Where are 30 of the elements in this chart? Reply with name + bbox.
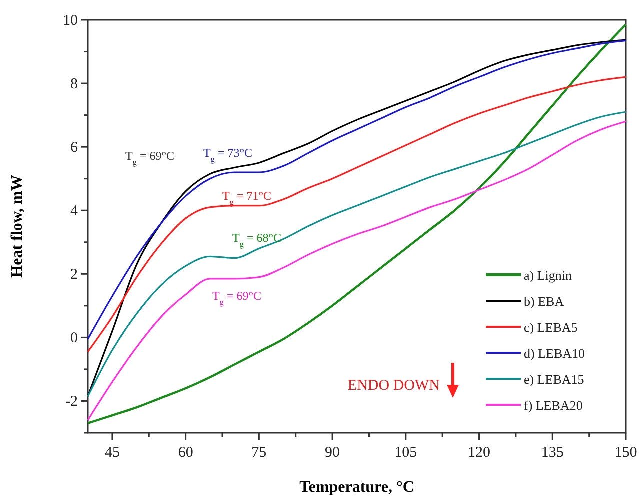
legend-label: d) LEBA10 xyxy=(524,346,586,361)
x-tick-label: 90 xyxy=(325,445,340,461)
y-axis-title: Heat flow, mW xyxy=(9,175,26,278)
x-tick-label: 135 xyxy=(541,445,564,461)
x-tick-label: 75 xyxy=(252,445,267,461)
y-tick-label: 6 xyxy=(70,140,78,156)
annotation: ENDO DOWN xyxy=(348,378,440,394)
annotation: T$_{g}$ = 69°C xyxy=(125,149,175,166)
legend-label: b) EBA xyxy=(524,294,565,309)
y-tick-label: 4 xyxy=(70,204,78,220)
legend-label: f) LEBA20 xyxy=(524,398,583,413)
annotation: T$_{g}$ = 69°C xyxy=(212,289,262,306)
legend-label: e) LEBA15 xyxy=(524,372,584,387)
legend-label: c) LEBA5 xyxy=(524,320,578,335)
x-tick-label: 45 xyxy=(104,445,120,461)
annotation: T$_{g}$ = 71°C xyxy=(222,189,272,206)
y-tick-label: 10 xyxy=(63,13,78,29)
y-tick-label: 0 xyxy=(70,330,78,347)
y-tick-label: 8 xyxy=(70,76,78,93)
legend-label: a) Lignin xyxy=(524,268,573,283)
x-tick-label: 60 xyxy=(178,445,194,461)
annotation: T$_{g}$ = 68°C xyxy=(232,231,282,248)
x-tick-label: 105 xyxy=(394,445,418,461)
y-tick-label: -2 xyxy=(66,394,78,410)
line-series xyxy=(87,40,627,340)
annotation: T$_{g}$ = 73°C xyxy=(203,146,253,164)
x-axis-title: Temperature, °C xyxy=(300,479,414,496)
y-tick-label: 2 xyxy=(70,267,78,284)
x-tick-label: 120 xyxy=(468,445,491,461)
x-tick-label: 150 xyxy=(614,445,638,461)
